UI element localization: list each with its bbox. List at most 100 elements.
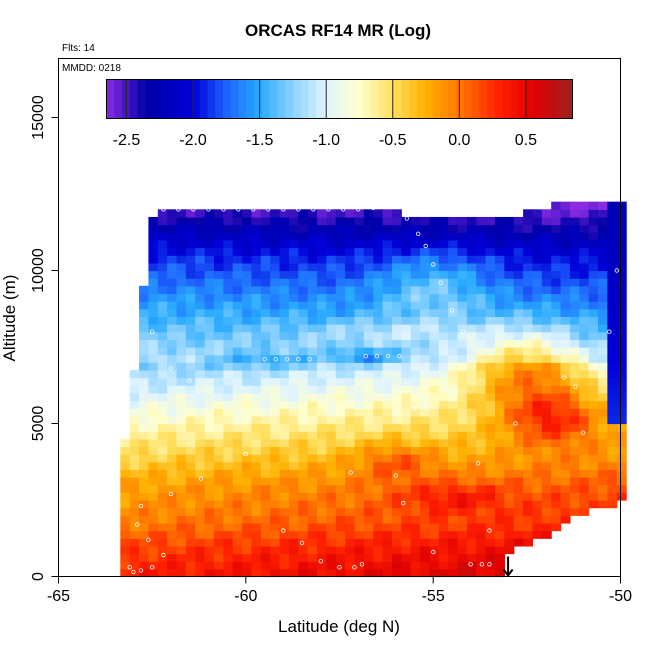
heatmap-cell — [176, 247, 187, 256]
heatmap-cell — [279, 224, 290, 233]
heatmap-cell — [560, 331, 571, 340]
heatmap-cell — [438, 568, 449, 578]
heatmap-cell — [494, 316, 505, 325]
heatmap-cell — [579, 446, 590, 455]
heatmap-cell — [288, 408, 299, 417]
heatmap-cell — [598, 461, 608, 470]
heatmap-cell — [382, 377, 393, 386]
heatmap-cell — [204, 362, 215, 371]
heatmap-cell — [129, 538, 140, 547]
heatmap-cell — [438, 385, 449, 394]
heatmap-cell — [317, 308, 327, 317]
heatmap-cell — [288, 400, 299, 409]
heatmap-cell — [298, 408, 309, 417]
heatmap-cell — [532, 454, 543, 463]
heatmap-cell — [307, 255, 318, 264]
heatmap-cell — [410, 270, 421, 279]
colorbar-segment — [456, 79, 465, 119]
heatmap-cell — [298, 224, 309, 233]
heatmap-cell — [410, 423, 421, 432]
heatmap-cell — [279, 255, 290, 264]
heatmap-cell — [185, 285, 196, 295]
heatmap-cell — [494, 423, 505, 432]
heatmap-cell — [523, 278, 534, 287]
heatmap-cell — [260, 262, 271, 272]
heatmap-cell — [242, 423, 253, 432]
heatmap-cell — [457, 423, 468, 432]
heatmap-cell — [438, 446, 449, 455]
heatmap-cell — [448, 477, 459, 486]
heatmap-cell — [335, 423, 346, 432]
heatmap-cell — [420, 538, 431, 547]
heatmap-cell — [466, 232, 477, 241]
flight-point — [161, 207, 166, 212]
heatmap-cell — [363, 362, 374, 371]
heatmap-cell — [232, 545, 243, 555]
flight-point — [479, 562, 485, 567]
colorbar-segment — [207, 79, 216, 119]
heatmap-cell — [317, 301, 327, 310]
heatmap-cell — [120, 446, 131, 455]
heatmap-cell — [326, 423, 337, 432]
heatmap-cell — [588, 369, 599, 379]
heatmap-cell — [260, 385, 271, 394]
heatmap-cell — [232, 484, 243, 493]
flight-point — [416, 231, 421, 236]
heatmap-cell — [513, 408, 524, 417]
heatmap-cell — [317, 507, 327, 516]
colorbar-segment — [277, 79, 286, 119]
heatmap-cell — [120, 461, 131, 470]
heatmap-cell — [457, 331, 468, 340]
heatmap-cell — [560, 492, 571, 501]
colorbar-tick-label: -1.5 — [246, 132, 274, 149]
heatmap-cell — [129, 446, 140, 455]
heatmap-cell — [326, 339, 337, 348]
heatmap-cell — [401, 492, 412, 501]
heatmap-cell — [457, 500, 468, 509]
heatmap-cell — [335, 553, 346, 562]
heatmap-cell — [513, 278, 524, 287]
heatmap-cell — [513, 438, 524, 448]
heatmap-cell — [317, 431, 327, 440]
heatmap-cell — [420, 293, 431, 302]
heatmap-cell — [363, 216, 374, 226]
x-axis: -65 -60 -55 -50 — [47, 576, 632, 605]
heatmap-cell — [513, 415, 524, 425]
heatmap-cell — [307, 461, 318, 470]
heatmap-cell — [223, 415, 234, 425]
heatmap-cell — [382, 278, 393, 287]
heatmap-cell — [532, 446, 543, 455]
heatmap-cell — [279, 293, 290, 302]
heatmap-cell — [476, 262, 487, 272]
heatmap-cell — [335, 331, 346, 340]
heatmap-cell — [476, 553, 487, 562]
heatmap-cell — [457, 362, 468, 371]
heatmap-cell — [251, 369, 262, 379]
heatmap-cell — [326, 561, 337, 570]
heatmap-cell — [401, 446, 412, 455]
heatmap-cell — [251, 339, 262, 348]
heatmap-cell — [307, 247, 318, 256]
heatmap-cell — [560, 354, 571, 363]
heatmap-cell — [148, 538, 159, 547]
heatmap-cell — [167, 477, 178, 486]
heatmap-cell — [607, 392, 618, 402]
heatmap-cell — [382, 209, 393, 218]
heatmap-cell — [185, 415, 196, 425]
heatmap-cell — [579, 201, 590, 210]
heatmap-cell — [504, 331, 515, 340]
heatmap-cell — [429, 530, 440, 539]
heatmap-cell — [401, 545, 412, 555]
heatmap-cell — [213, 377, 224, 386]
heatmap-cell — [438, 522, 449, 532]
heatmap-cell — [420, 377, 431, 386]
heatmap-cell — [185, 385, 196, 394]
heatmap-cell — [345, 209, 356, 218]
flight-point — [431, 262, 436, 267]
heatmap-cell — [551, 469, 562, 478]
heatmap-cell — [410, 431, 421, 440]
heatmap-cell — [523, 369, 534, 379]
heatmap-cell — [429, 293, 440, 302]
heatmap-cell — [204, 446, 215, 455]
heatmap-cell — [345, 469, 356, 478]
